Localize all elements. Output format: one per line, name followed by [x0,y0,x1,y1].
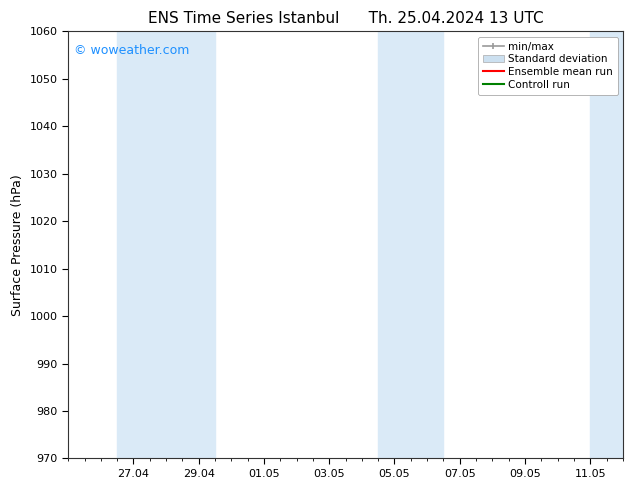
Legend: min/max, Standard deviation, Ensemble mean run, Controll run: min/max, Standard deviation, Ensemble me… [477,37,618,95]
Bar [378,31,443,459]
Bar [590,31,623,459]
Text: © woweather.com: © woweather.com [74,44,189,57]
Title: ENS Time Series Istanbul      Th. 25.04.2024 13 UTC: ENS Time Series Istanbul Th. 25.04.2024 … [148,11,543,26]
Bar [117,31,215,459]
Y-axis label: Surface Pressure (hPa): Surface Pressure (hPa) [11,174,24,316]
